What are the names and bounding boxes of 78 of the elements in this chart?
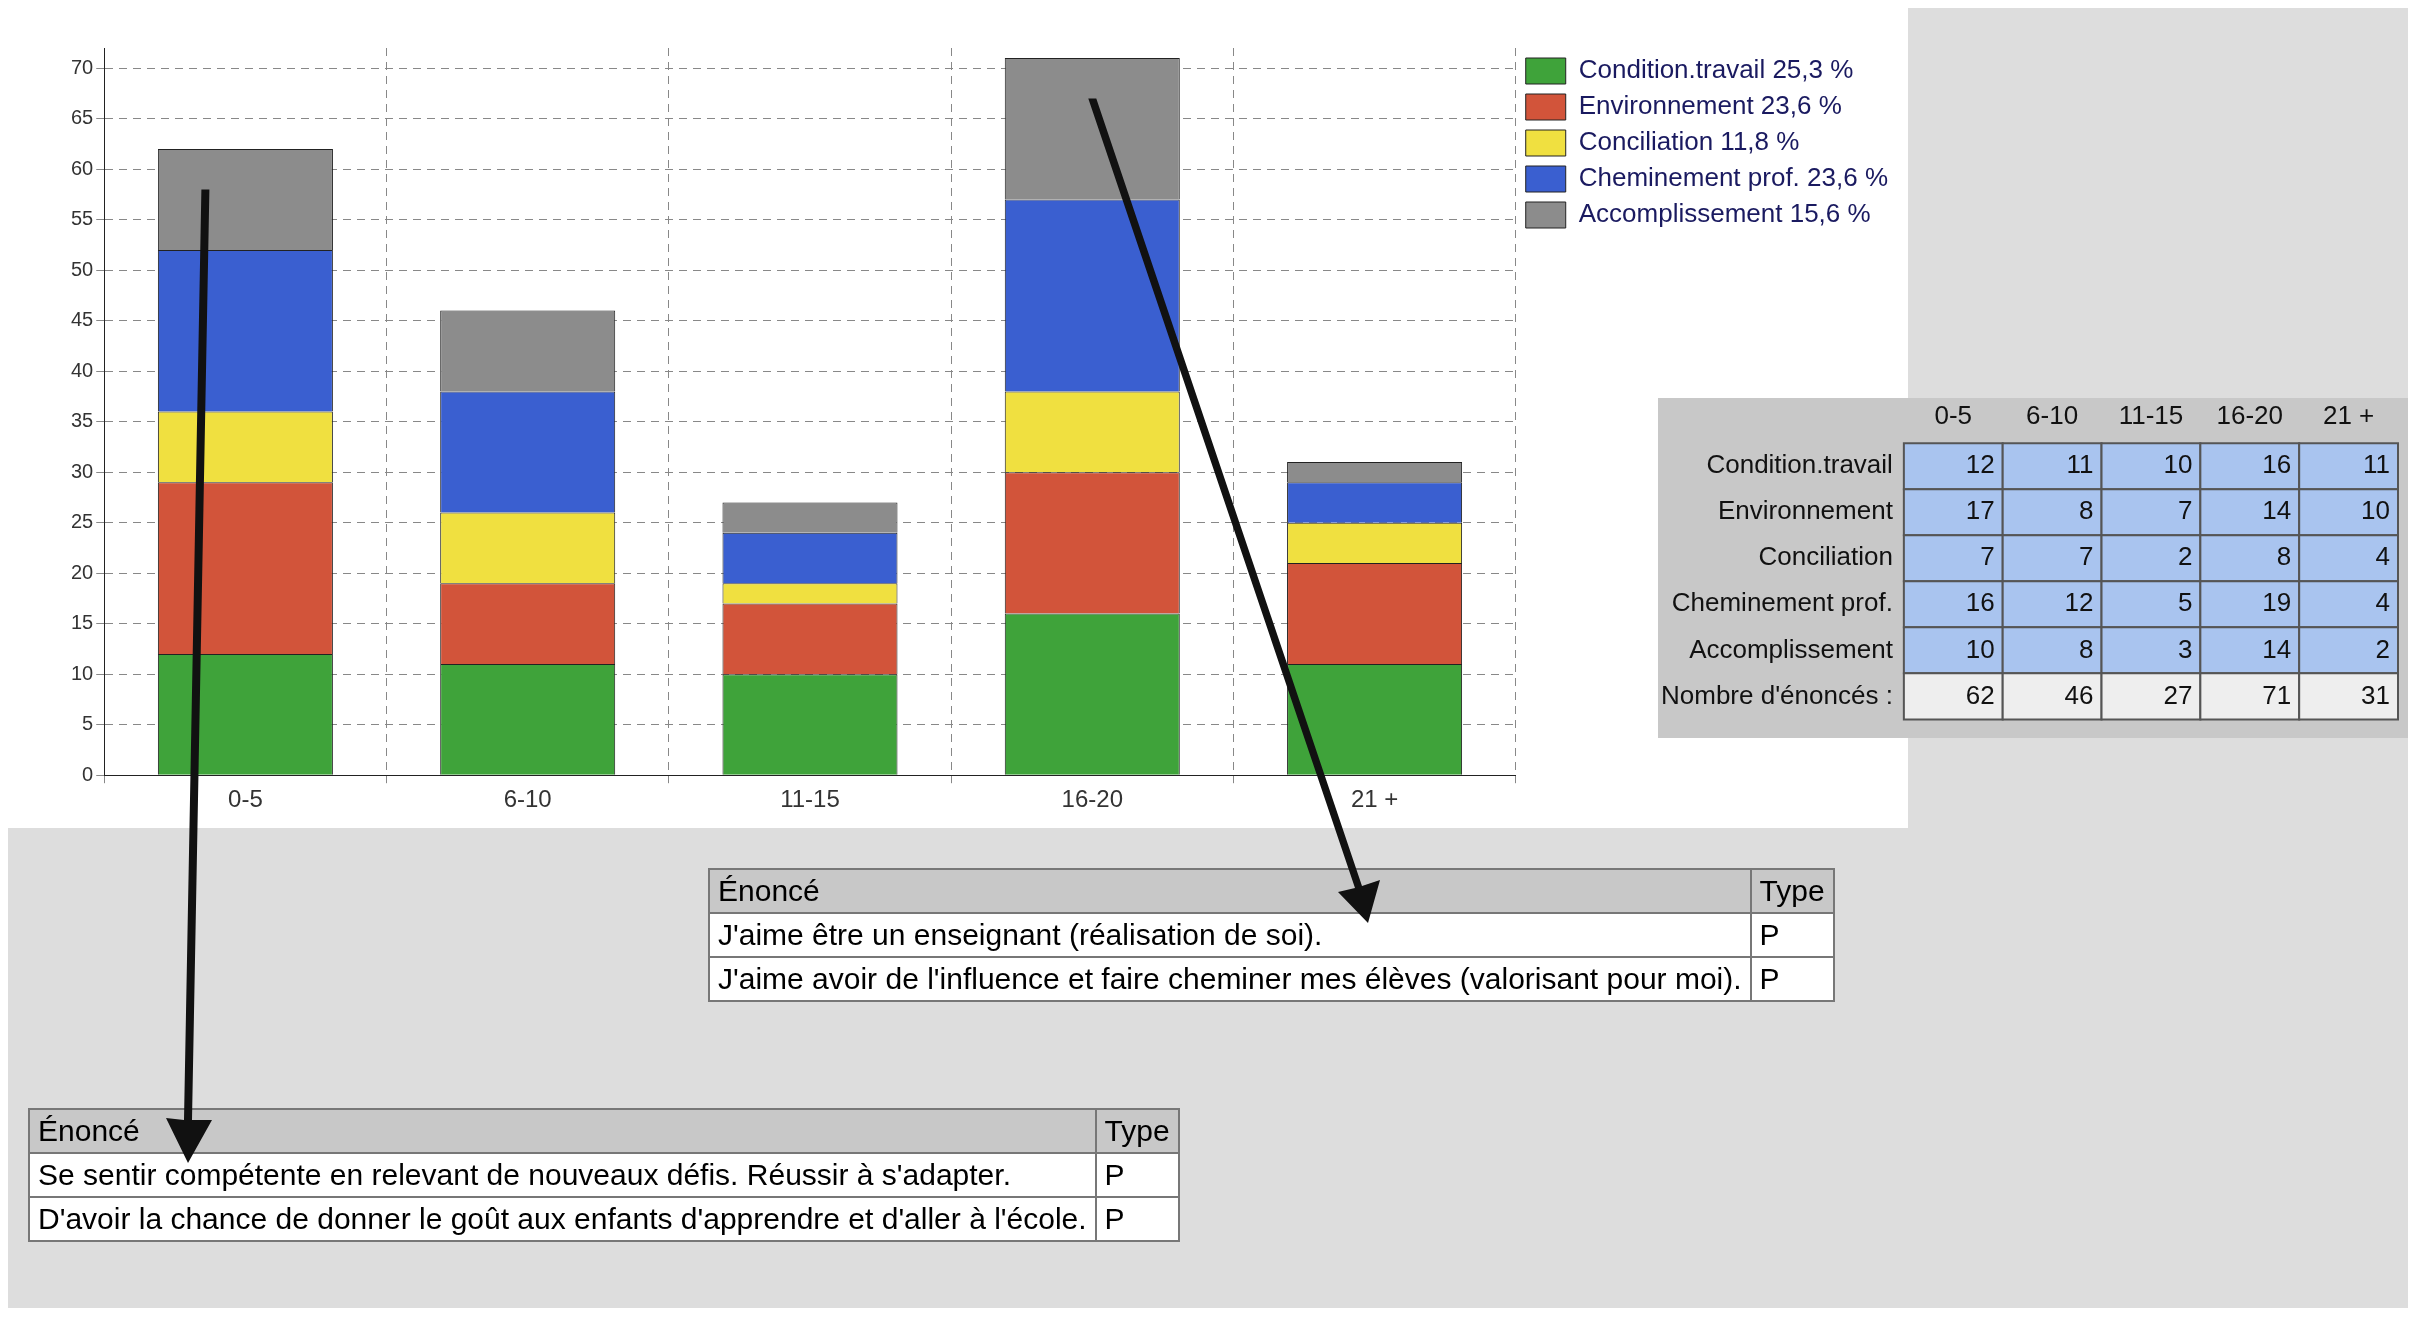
x-tick-label: 21 + bbox=[2322, 399, 2375, 430]
data-label: 11 bbox=[2363, 449, 2390, 480]
data-label: 3 bbox=[2177, 633, 2193, 664]
x-tick-label: 6-10 bbox=[503, 785, 552, 813]
text: Énoncé bbox=[29, 1109, 1096, 1153]
x-tick-label: 21 + bbox=[1350, 785, 1399, 813]
data-label: 2 bbox=[2177, 541, 2193, 572]
legend-label: Cheminement prof. 23,6 % bbox=[1578, 162, 1889, 193]
data-label: 16 bbox=[1965, 587, 1995, 618]
y-tick-label: 25 bbox=[71, 510, 94, 533]
y-tick-label: 45 bbox=[71, 308, 94, 331]
data-label: 5 bbox=[2177, 587, 2193, 618]
text: Se sentir compétente en relevant de nouveaux défis. Réussir à s'adapter. bbox=[29, 1153, 1096, 1197]
y-tick-label: 10 bbox=[71, 661, 94, 684]
legend-label: Accomplissement 15,6 % bbox=[1578, 198, 1871, 229]
data-label: 8 bbox=[2079, 633, 2094, 664]
y-tick-label: 5 bbox=[82, 712, 94, 735]
y-tick-label: Environnement bbox=[1717, 495, 1894, 526]
data-label: 12 bbox=[1965, 449, 1995, 480]
x-tick-label: 0-5 bbox=[228, 785, 263, 813]
y-tick-label: 20 bbox=[71, 560, 94, 583]
x-tick-label: 0-5 bbox=[1934, 399, 1973, 430]
data-label: 71 bbox=[2262, 679, 2292, 710]
data-label: 10 bbox=[2361, 495, 2390, 526]
data-label: 46 bbox=[2064, 679, 2094, 710]
data-label: 10 bbox=[2163, 449, 2193, 480]
text: P bbox=[1750, 913, 1834, 957]
y-tick-label: 50 bbox=[71, 257, 94, 280]
data-label: 7 bbox=[2079, 541, 2094, 572]
data-label: 14 bbox=[2262, 495, 2292, 526]
y-tick-label: Nombre d'énoncés : bbox=[1660, 679, 1893, 710]
y-tick-label: Conciliation bbox=[1758, 541, 1893, 572]
data-label: 19 bbox=[2262, 587, 2292, 618]
text: Type bbox=[1095, 1109, 1179, 1153]
x-tick-label: 6-10 bbox=[2026, 399, 2079, 430]
x-tick-label: 16-20 bbox=[2216, 399, 2284, 430]
data-label: 62 bbox=[1965, 679, 1995, 710]
y-tick-label: 70 bbox=[71, 55, 94, 78]
text: D'avoir la chance de donner le goût aux enfants d'apprendre et d'aller à l'école. bbox=[29, 1197, 1096, 1241]
legend-label: Condition.travail 25,3 % bbox=[1578, 54, 1854, 85]
text: P bbox=[1095, 1197, 1179, 1241]
text: Type bbox=[1750, 869, 1834, 913]
y-tick-label: 15 bbox=[71, 611, 94, 634]
text: J'aime avoir de l'influence et faire cheminer mes élèves (valorisant pour moi). bbox=[709, 957, 1751, 1001]
y-tick-label: Accomplissement bbox=[1689, 633, 1894, 664]
legend-label: Conciliation 11,8 % bbox=[1578, 126, 1800, 157]
data-label: 7 bbox=[2177, 495, 2193, 526]
data-label: 2 bbox=[2375, 633, 2390, 664]
data-label: 31 bbox=[2361, 679, 2390, 710]
data-label: 16 bbox=[2262, 449, 2292, 480]
y-tick-label: Condition.travail bbox=[1706, 449, 1893, 480]
x-tick-label: 11-15 bbox=[780, 785, 840, 813]
data-label: 17 bbox=[1965, 495, 1995, 526]
x-tick-label: 11-15 bbox=[2118, 399, 2184, 430]
text: Énoncé bbox=[709, 869, 1751, 913]
text: P bbox=[1750, 957, 1834, 1001]
data-label: 8 bbox=[2276, 541, 2292, 572]
y-tick-label: 60 bbox=[71, 156, 94, 179]
text: P bbox=[1095, 1153, 1179, 1197]
data-label: 8 bbox=[2079, 495, 2094, 526]
y-tick-label: 40 bbox=[71, 358, 94, 381]
y-tick-label: 0 bbox=[82, 762, 94, 785]
data-label: 4 bbox=[2375, 541, 2390, 572]
legend-label: Environnement 23,6 % bbox=[1578, 90, 1842, 121]
y-tick-label: 30 bbox=[71, 459, 94, 482]
data-label: 10 bbox=[1965, 633, 1995, 664]
y-tick-label: 65 bbox=[71, 106, 94, 129]
data-label: 12 bbox=[2064, 587, 2094, 618]
y-tick-label: 55 bbox=[71, 207, 94, 230]
y-tick-label: Cheminement prof. bbox=[1671, 587, 1893, 618]
data-label: 4 bbox=[2375, 587, 2390, 618]
data-label: 11 bbox=[2066, 449, 2094, 480]
text: J'aime être un enseignant (réalisation de soi). bbox=[709, 913, 1751, 957]
data-label: 27 bbox=[2163, 679, 2193, 710]
data-label: 14 bbox=[2262, 633, 2292, 664]
data-label: 7 bbox=[1980, 541, 1995, 572]
y-tick-label: 35 bbox=[71, 409, 94, 432]
x-tick-label: 16-20 bbox=[1061, 785, 1123, 813]
